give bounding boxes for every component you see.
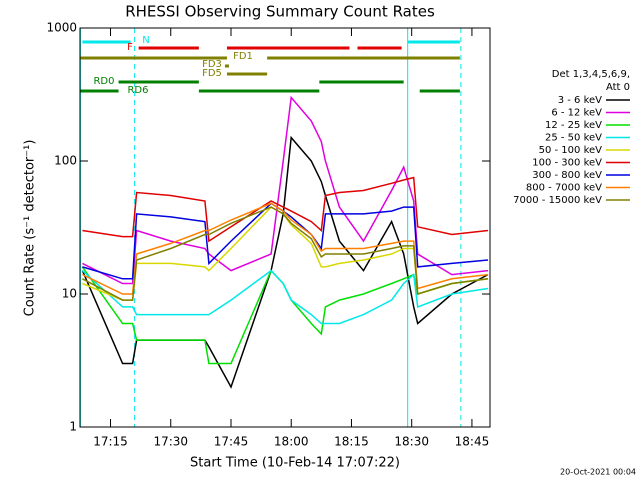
legend-label: 800 - 7000 keV xyxy=(526,183,602,194)
x-axis-label: Start Time (10-Feb-14 17:07:22) xyxy=(190,456,400,471)
series-line xyxy=(81,269,489,325)
series-line xyxy=(81,266,489,365)
series-line xyxy=(82,206,489,301)
y-tick-label: 100 xyxy=(54,154,77,168)
plot-frame xyxy=(79,27,491,428)
legend-label: 12 - 25 keV xyxy=(545,120,602,131)
y-tick-label: 1000 xyxy=(46,21,77,35)
flag-label: FD5 xyxy=(202,68,222,79)
legend-label: 300 - 800 keV xyxy=(532,170,602,181)
series-line xyxy=(82,202,489,280)
legend-title: Att 0 xyxy=(606,82,630,93)
x-tick-label: 17:30 xyxy=(153,435,188,449)
series-line xyxy=(82,206,489,301)
series-line xyxy=(82,176,489,243)
x-tick-label: 18:30 xyxy=(394,435,429,449)
flag-label: RD6 xyxy=(127,85,148,96)
flag-label: FD3 xyxy=(202,59,222,70)
series-line xyxy=(82,95,489,285)
x-tick-label: 18:45 xyxy=(455,435,490,449)
legend-label: 100 - 300 keV xyxy=(532,158,602,169)
flag-label: FD1 xyxy=(233,51,253,62)
legend-label: 6 - 12 keV xyxy=(551,108,602,119)
legend-label: 3 - 6 keV xyxy=(558,95,602,106)
x-tick-label: 18:00 xyxy=(274,435,309,449)
y-tick-label: 10 xyxy=(62,287,77,301)
x-tick-label: 17:45 xyxy=(214,435,249,449)
series-line xyxy=(82,202,489,295)
flag-label: RD0 xyxy=(93,76,114,87)
x-tick-label: 18:15 xyxy=(334,435,369,449)
legend-label: 50 - 100 keV xyxy=(539,145,603,156)
legend-label: 7000 - 15000 keV xyxy=(513,195,602,206)
x-tick-label: 17:15 xyxy=(93,435,128,449)
footer: 20-Oct-2021 00:04 xyxy=(560,468,636,477)
legend-title: Det 1,3,4,5,6,9, xyxy=(552,69,630,80)
chart-title: RHESSI Observing Summary Count Rates xyxy=(125,3,435,21)
flag-label: N xyxy=(142,35,149,46)
y-tick-label: 1 xyxy=(69,420,77,434)
legend-label: 25 - 50 keV xyxy=(545,133,602,144)
y-axis-label: Count Rate (s⁻¹ detector⁻¹) xyxy=(23,140,38,317)
flag-label: F xyxy=(127,42,133,53)
